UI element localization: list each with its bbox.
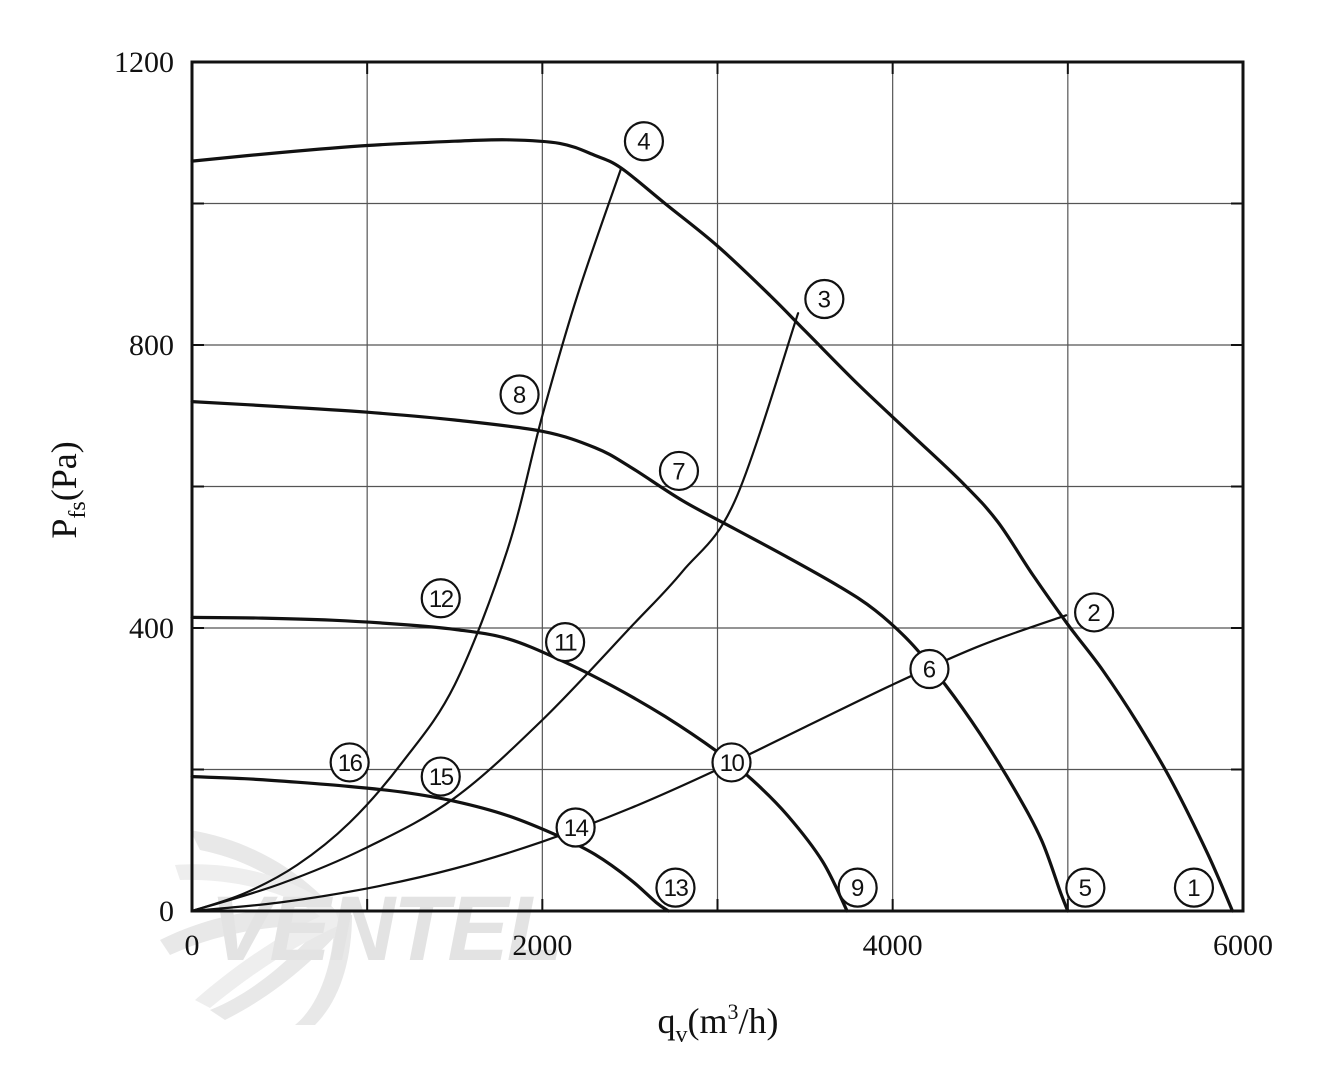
curve-marker: 9 — [837, 867, 878, 908]
curve-marker: 2 — [1074, 592, 1115, 633]
curve-marker-circle — [909, 648, 950, 690]
grid-lines — [192, 62, 1243, 911]
curve-marker: 11 — [545, 622, 586, 663]
y-axis-title-rest: (Pa) — [44, 441, 84, 501]
curve-marker: 13 — [655, 867, 696, 908]
curve-marker-circle — [555, 807, 596, 848]
curve-marker-circle — [658, 450, 700, 492]
curve-marker: 14 — [555, 807, 596, 848]
curve-marker: 12 — [420, 578, 461, 619]
curves — [190, 138, 1235, 913]
curve-marker-label: 4 — [637, 129, 650, 156]
curve-marker-label: 6 — [923, 657, 936, 684]
curve-marker-label: 9 — [851, 875, 864, 902]
curve-marker: 5 — [1065, 867, 1106, 908]
curve-marker-label: 16 — [338, 750, 363, 777]
y-axis-title: Pfs(Pa) — [44, 441, 91, 538]
curve-marker-label: 5 — [1079, 875, 1092, 902]
x-axis-title-base: q — [658, 1001, 676, 1041]
x-tick-label: 0 — [185, 929, 200, 962]
curve-marker: 8 — [499, 374, 540, 415]
y-tick-label: 400 — [129, 612, 174, 645]
curve-marker-circle — [420, 578, 461, 619]
watermark-logo: VENTEL — [160, 830, 563, 1025]
curve-marker-label: 11 — [554, 630, 577, 657]
curve-marker: 15 — [420, 756, 461, 797]
tick-labels: 0 2000 4000 6000 0 400 800 1200 — [114, 46, 1273, 962]
y-tick-label: 800 — [129, 329, 174, 362]
y-tick-label: 1200 — [114, 46, 174, 79]
x-tick-label: 6000 — [1213, 929, 1273, 962]
x-axis-title: qv(m3/h) — [658, 999, 779, 1048]
x-tick-label: 2000 — [512, 929, 572, 962]
curve-marker-label: 1 — [1187, 875, 1200, 902]
curve-marker-label: 8 — [513, 382, 526, 409]
system-curve-line — [190, 312, 800, 913]
curve-marker: 10 — [711, 742, 752, 783]
y-tick-label: 0 — [159, 895, 174, 928]
curve-marker-label: 14 — [564, 815, 589, 842]
fan-blade-watermark-icon — [160, 830, 352, 1025]
curve-marker-label: 2 — [1087, 600, 1100, 627]
curve-marker-circle — [711, 742, 752, 783]
curve-marker: 6 — [909, 648, 950, 690]
x-tick-label: 4000 — [863, 929, 923, 962]
fan-curve-line — [190, 138, 1235, 913]
fan-curve-line — [190, 775, 671, 913]
watermark-text: VENTEL — [210, 878, 561, 980]
curve-marker: 1 — [1173, 867, 1215, 908]
curve-marker: 3 — [804, 278, 845, 320]
curve-marker: 7 — [658, 450, 700, 492]
plot-frame — [190, 60, 1245, 913]
fan-curve-line — [190, 615, 849, 913]
curve-marker-circle — [1074, 592, 1115, 633]
fan-curve-line — [190, 400, 1070, 913]
curve-marker-circle — [623, 121, 665, 162]
x-axis-title-open: (m — [688, 1001, 728, 1041]
curve-marker-circle — [329, 742, 370, 783]
curve-marker-label: 3 — [818, 287, 831, 314]
curve-marker: 16 — [329, 742, 370, 783]
curve-marker-label: 7 — [672, 458, 685, 485]
curve-marker-circle — [655, 867, 696, 908]
curve-marker-circle — [1065, 867, 1106, 908]
curve-marker-label: 15 — [429, 764, 454, 791]
curve-marker-label: 10 — [720, 750, 745, 777]
x-axis-title-close: /h) — [739, 1001, 779, 1041]
curve-marker-circle — [420, 756, 461, 797]
curve-marker-label: 13 — [664, 875, 689, 902]
curve-marker: 4 — [623, 121, 665, 162]
x-axis-title-sup: 3 — [728, 999, 739, 1024]
curve-marker-circle — [545, 622, 586, 663]
y-axis-title-sub: fs — [65, 501, 91, 518]
y-axis-title-base: P — [44, 519, 84, 539]
system-curve-line — [190, 167, 623, 913]
curve-marker-label: 12 — [429, 586, 454, 613]
curve-marker-circle — [499, 374, 540, 415]
x-axis-title-sub: v — [676, 1022, 688, 1048]
curve-marker-circle — [837, 867, 878, 908]
curve-marker-circle — [804, 278, 845, 320]
curve-marker-circle — [1173, 867, 1215, 908]
